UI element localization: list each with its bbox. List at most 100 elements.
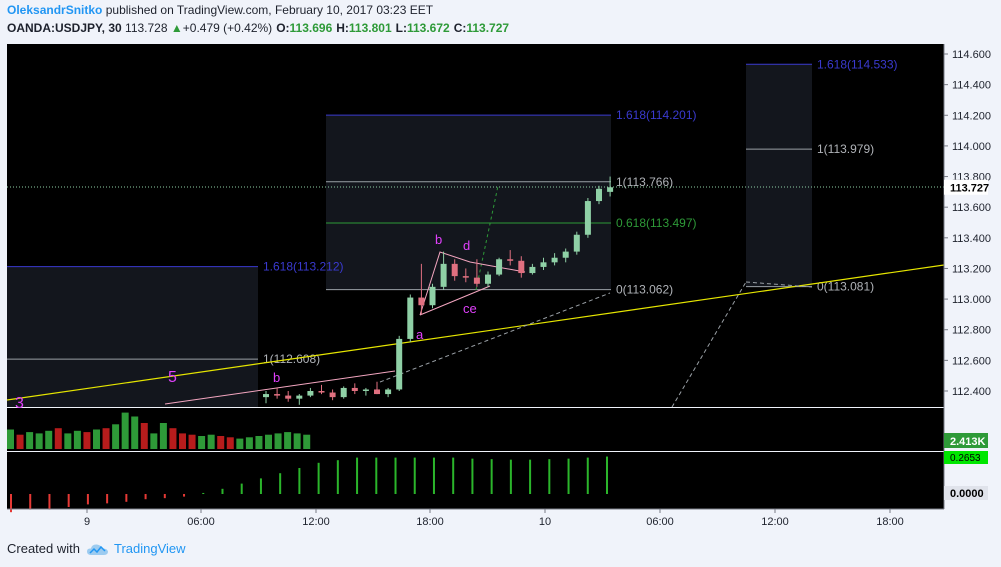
time-tick-label: 12:00 — [761, 516, 789, 528]
time-tick-label: 18:00 — [876, 516, 904, 528]
low-label: L: — [395, 21, 407, 35]
price-tick-label: 113.000 — [952, 294, 991, 306]
oscillator-bar — [317, 462, 320, 494]
open-value: 113.696 — [289, 21, 333, 35]
candle-body — [351, 387, 358, 391]
candle-body — [584, 201, 591, 235]
projection-line — [379, 292, 611, 383]
oscillator-bar — [375, 457, 378, 494]
price-tick-label: 112.800 — [952, 325, 991, 337]
oscillator-bar — [86, 494, 89, 505]
candle-body — [540, 262, 547, 267]
price-badges: 113.727 2.413K 0.2653 0.0000 — [944, 179, 989, 500]
oscillator-bar — [259, 478, 262, 494]
low-value: 113.672 — [406, 21, 450, 35]
projection-line — [671, 281, 747, 408]
candle-body — [418, 297, 425, 306]
candle-body — [507, 259, 514, 261]
fib-zone — [7, 266, 258, 407]
publish-text: published on TradingView.com, February 1… — [105, 3, 434, 17]
volume-bar — [54, 428, 62, 449]
wave-label: 3 — [15, 395, 24, 412]
wave-labels: 3 5 b a b d ce — [15, 232, 477, 412]
oscillator-bar — [183, 494, 186, 497]
candle-body — [362, 389, 369, 391]
oscillator-badge — [944, 451, 988, 464]
volume-bar — [169, 428, 177, 449]
volume-bar — [188, 434, 196, 449]
close-value: 113.727 — [466, 21, 510, 35]
time-tick-label: 18:00 — [416, 516, 444, 528]
oscillator-bar — [606, 456, 608, 494]
footer: Created with TradingView — [7, 541, 186, 557]
candle-body — [296, 395, 303, 399]
oscillator-bar — [163, 494, 166, 499]
wave-label: 5 — [168, 369, 177, 386]
volume-bar — [64, 433, 72, 449]
candle-body — [551, 257, 558, 263]
fib-level-label: 1.618(114.201) — [616, 108, 697, 122]
volume-bar — [255, 436, 263, 449]
time-axis[interactable]: 9 06:00 12:00 18:00 10 06:00 12:00 18:00 — [7, 508, 944, 528]
volume-bar — [35, 433, 43, 449]
wave-label: ce — [463, 301, 477, 316]
tradingview-cloud-icon — [86, 544, 108, 555]
volume-bar — [7, 429, 14, 449]
candle-body — [518, 260, 525, 274]
price-tick-label: 114.600 — [952, 49, 991, 61]
up-arrow-icon: ▲ — [170, 21, 183, 35]
fib-level-label: 1(113.766) — [616, 175, 673, 189]
price-change: +0.479 (+0.42%) — [182, 21, 273, 35]
volume-bars — [7, 412, 311, 449]
oscillator-bar — [48, 494, 51, 510]
price-tick-label: 114.400 — [952, 80, 991, 92]
volume-bar — [131, 416, 139, 449]
price-tick-label: 113.600 — [952, 202, 991, 214]
volume-bar — [16, 434, 24, 449]
candle-body — [562, 251, 569, 258]
volume-bar — [207, 434, 215, 449]
oscillator-bar — [394, 457, 397, 494]
price-tick-label: 114.200 — [952, 110, 991, 122]
volume-bar — [73, 430, 81, 449]
zero-badge — [944, 486, 988, 500]
oscillator-badge-label: 0.2653 — [950, 453, 981, 464]
price-tick-label: 112.400 — [952, 386, 991, 398]
tradingview-link[interactable]: TradingView — [113, 541, 186, 556]
wave-label: b — [273, 370, 280, 385]
volume-bar — [121, 412, 129, 449]
candle-body — [396, 338, 403, 390]
oscillator-bar — [29, 494, 32, 510]
candle-body — [285, 395, 292, 399]
oscillator-bar — [298, 468, 301, 494]
candle-body — [263, 394, 269, 398]
fib-zone — [746, 64, 812, 287]
channel-line — [164, 370, 396, 405]
price-chart[interactable]: 1.618(114.533) 1(113.979) 0(113.081) 1.618(… — [0, 40, 1001, 535]
candle-body — [274, 394, 281, 396]
created-with-text: Created with — [7, 541, 80, 556]
zero-badge-label: 0.0000 — [950, 488, 984, 500]
fib-level-label: 0(113.062) — [616, 283, 673, 297]
candle-body — [307, 391, 314, 396]
candle-body — [485, 274, 491, 284]
volume-badge-label: 2.413K — [950, 436, 986, 448]
volume-bar — [217, 436, 225, 449]
symbol-label: OANDA:USDJPY, 30 — [7, 21, 122, 35]
candle-body — [607, 187, 614, 192]
volume-bar — [245, 437, 253, 449]
candle-body — [385, 389, 392, 395]
price-axis[interactable]: 114.600114.400114.200114.000113.800113.6… — [943, 44, 991, 509]
oscillator-bar — [106, 494, 109, 504]
candle-body — [451, 263, 458, 277]
volume-bar — [93, 429, 100, 449]
oscillator-pane[interactable] — [7, 452, 944, 509]
oscillator-bar — [10, 494, 12, 513]
oscillator-bar — [586, 457, 589, 494]
wave-label: b — [435, 232, 442, 247]
candles — [263, 176, 614, 405]
author-name[interactable]: OleksandrSnitko — [7, 3, 103, 17]
volume-badge — [944, 433, 988, 448]
volume-bar — [236, 438, 244, 449]
last-price: 113.728 — [125, 21, 168, 35]
